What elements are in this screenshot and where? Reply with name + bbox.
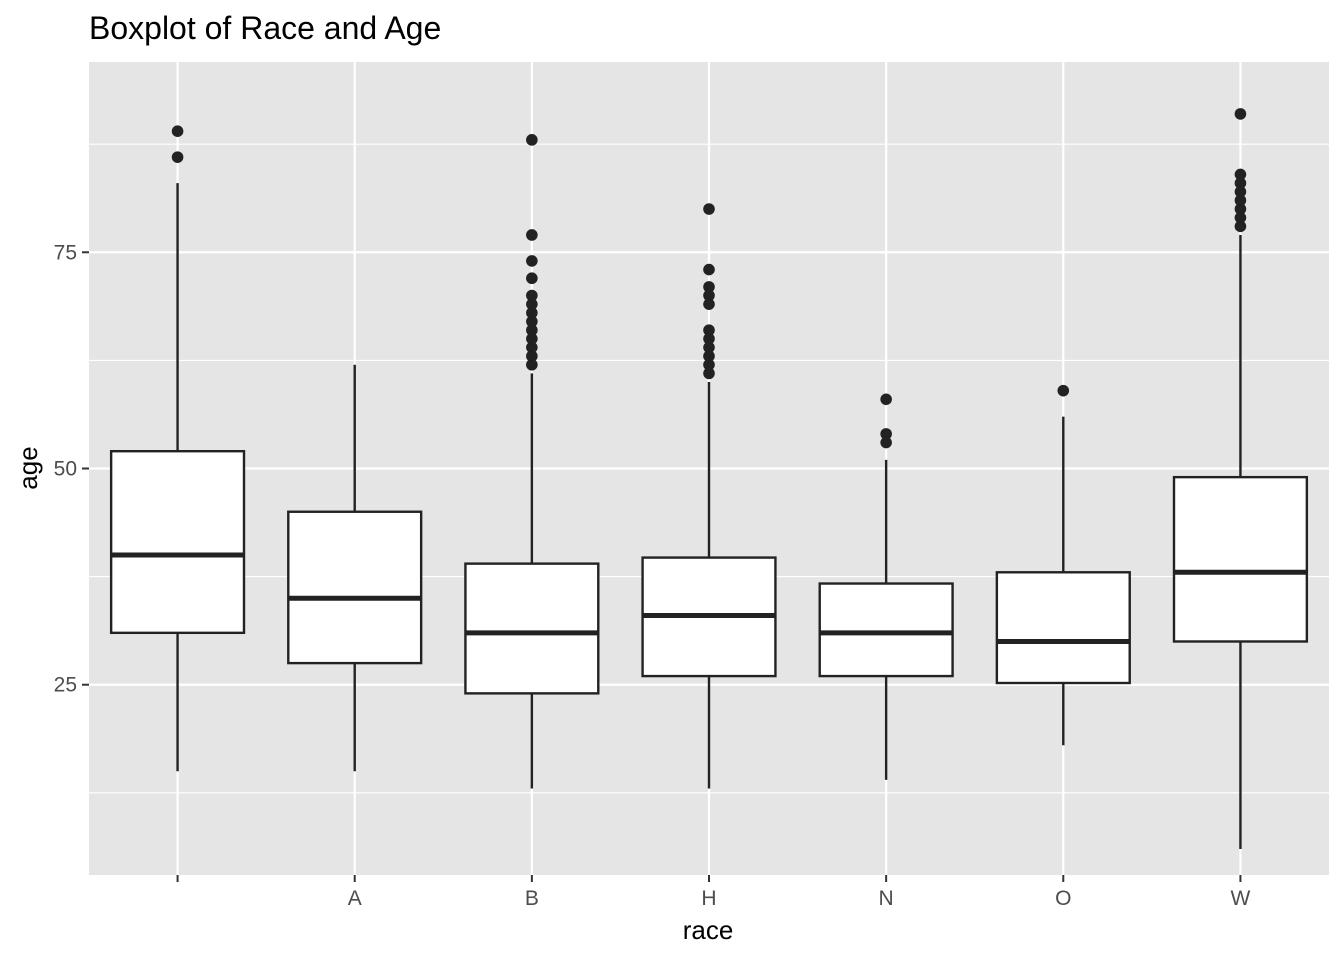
iqr-box	[287, 510, 423, 665]
outlier-point	[703, 263, 715, 276]
x-tick-label: B	[525, 887, 539, 910]
outlier-point	[880, 428, 892, 440]
box-group	[641, 203, 777, 789]
outlier-point	[1234, 211, 1247, 224]
outlier-point	[1234, 203, 1247, 215]
outlier-point	[880, 393, 892, 406]
y-axis-title: age	[13, 446, 43, 489]
outlier-point	[703, 203, 715, 215]
boxes	[109, 108, 1309, 850]
iqr-box	[995, 571, 1131, 685]
outlier-point	[880, 436, 892, 449]
outlier-point	[526, 324, 538, 336]
outlier-point	[171, 151, 184, 163]
box-group	[818, 393, 954, 780]
box-group	[109, 125, 246, 772]
outlier-point	[1234, 220, 1247, 233]
x-tick-label: O	[1055, 887, 1071, 910]
box-group	[464, 134, 600, 789]
outlier-point	[526, 332, 538, 345]
outlier-point	[703, 324, 715, 336]
outlier-point	[703, 350, 715, 362]
outlier-point	[526, 341, 538, 354]
chart-title: Boxplot of Race and Age	[89, 10, 441, 46]
y-tick-label: 50	[54, 458, 77, 481]
iqr-box	[818, 582, 954, 678]
outlier-point	[526, 298, 538, 310]
box-group	[995, 384, 1131, 746]
outlier-point	[1234, 168, 1247, 181]
iqr-box	[109, 450, 246, 635]
outlier-point	[526, 134, 538, 146]
y-tick-label: 25	[54, 674, 77, 697]
outlier-point	[703, 358, 715, 371]
iqr-box	[464, 562, 600, 695]
x-tick-label: W	[1231, 887, 1251, 910]
outlier-point	[526, 358, 538, 371]
outlier-point	[703, 281, 715, 293]
outlier-point	[1234, 177, 1247, 189]
outlier-point	[703, 332, 715, 345]
outlier-point	[526, 229, 538, 241]
x-tick-label: N	[879, 887, 894, 910]
outlier-point	[171, 125, 184, 137]
outlier-point	[526, 289, 538, 302]
outlier-point	[703, 289, 715, 302]
outlier-point	[1234, 185, 1247, 198]
y-axis: 25 50 75	[54, 241, 89, 697]
x-tick-label: H	[701, 887, 716, 910]
y-tick-label: 75	[54, 241, 77, 264]
outlier-point	[526, 350, 538, 362]
box-group	[1172, 108, 1309, 850]
x-tick-label: A	[348, 887, 362, 910]
iqr-box	[1172, 475, 1309, 643]
outlier-point	[703, 298, 715, 310]
outlier-point	[526, 315, 538, 328]
box-group	[287, 364, 423, 772]
outlier-point	[1234, 194, 1247, 207]
outlier-point	[526, 255, 538, 267]
x-axis-title: race	[683, 915, 734, 945]
outlier-point	[703, 367, 715, 380]
outlier-point	[1234, 108, 1247, 120]
outlier-point	[526, 272, 538, 285]
outlier-point	[1057, 384, 1070, 397]
outlier-point	[526, 307, 538, 319]
outlier-point	[703, 341, 715, 354]
